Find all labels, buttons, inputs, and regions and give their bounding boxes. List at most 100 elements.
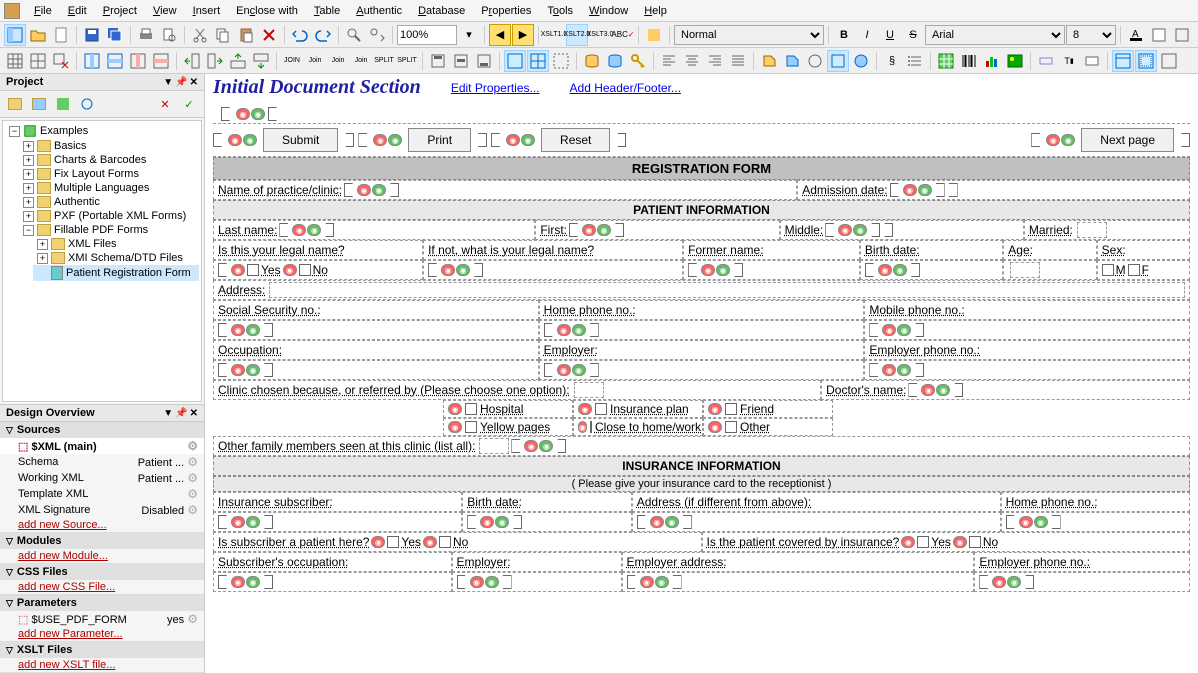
reset-button[interactable]: Reset <box>541 128 610 152</box>
tag-icon[interactable] <box>979 575 991 589</box>
eye-icon[interactable]: ◉ <box>539 440 553 452</box>
tag-icon[interactable] <box>500 575 512 589</box>
field-homeph[interactable]: Home phone no.: <box>539 300 865 320</box>
tree-folder[interactable]: +XMI Schema/DTD Files <box>33 251 199 265</box>
eye-icon[interactable]: ◉ <box>243 134 257 146</box>
eye-icon[interactable]: ◉ <box>708 421 722 433</box>
tb-symbol-icon[interactable]: § <box>881 50 903 72</box>
panel-dropdown-icon[interactable]: ▼ <box>163 408 173 419</box>
eye-icon[interactable]: ◉ <box>495 516 509 528</box>
xml-main-row[interactable]: ⬚ $XML (main) ⚙ <box>0 438 204 454</box>
eye-icon[interactable]: ◉ <box>665 516 679 528</box>
choice-friend[interactable]: ◉Friend <box>703 400 833 418</box>
tb-nav-fwd-icon[interactable]: ▶ <box>512 24 534 46</box>
tag-icon[interactable] <box>869 363 881 377</box>
field-sub-birth-val[interactable]: ◉◉ <box>462 512 631 532</box>
tb-delete-icon[interactable] <box>258 24 280 46</box>
field-former[interactable]: Former name: <box>683 240 860 260</box>
tb-join2-icon[interactable]: Join <box>304 50 326 72</box>
tb-clear-icon[interactable] <box>1171 24 1193 46</box>
tag-icon[interactable] <box>261 363 273 377</box>
eye-icon[interactable]: ◉ <box>231 324 245 336</box>
tb-cut-icon[interactable] <box>189 24 211 46</box>
tag-icon[interactable] <box>868 223 880 237</box>
field-middle[interactable]: Middle:◉◉ <box>780 220 1024 240</box>
field-sub-emp[interactable]: Employer: <box>452 552 622 572</box>
menu-insert[interactable]: Insert <box>185 3 229 19</box>
tb-view2-icon[interactable] <box>1135 50 1157 72</box>
tag-icon[interactable] <box>865 263 877 277</box>
tag-icon[interactable] <box>688 263 700 277</box>
panel-close-icon[interactable]: ✕ <box>190 408 198 419</box>
tb-paste-icon[interactable] <box>235 24 257 46</box>
menu-database[interactable]: Database <box>410 3 473 19</box>
field-ifnot-val[interactable]: ◉◉ <box>423 260 683 280</box>
tb-grid3-icon[interactable] <box>550 50 572 72</box>
tag-icon[interactable] <box>731 263 743 277</box>
tag-icon[interactable] <box>908 263 920 277</box>
eye-icon[interactable]: ◉ <box>228 134 242 146</box>
tag-icon[interactable] <box>554 439 566 453</box>
tb-join4-icon[interactable]: Join <box>350 50 372 72</box>
tag-icon[interactable] <box>825 223 837 237</box>
field-mf[interactable]: MF <box>1097 260 1190 280</box>
tb-open-icon[interactable] <box>27 24 49 46</box>
tag-close-icon[interactable] <box>342 133 354 147</box>
choice-close[interactable]: ◉Close to home/work <box>573 418 703 436</box>
field-doctor[interactable]: Doctor's name:◉◉ <box>821 380 1190 400</box>
field-sex[interactable]: Sex: <box>1097 240 1190 260</box>
eye-icon[interactable]: ◉ <box>456 264 470 276</box>
source-row[interactable]: Working XMLPatient ... ⚙ <box>0 470 204 486</box>
eye-icon[interactable]: ◉ <box>650 516 664 528</box>
field-emp[interactable]: Employer: <box>539 340 865 360</box>
field-sub-home-val[interactable]: ◉◉ <box>1001 512 1190 532</box>
menu-help[interactable]: Help <box>636 3 675 19</box>
sources-header[interactable]: Sources <box>0 422 204 438</box>
tb-tag2-icon[interactable] <box>781 50 803 72</box>
eye-icon[interactable]: ◉ <box>838 224 852 236</box>
eye-red-icon[interactable]: ◉ <box>236 108 250 120</box>
submit-button[interactable]: Submit <box>263 128 338 152</box>
menu-authentic[interactable]: Authentic <box>348 3 410 19</box>
field-legal[interactable]: Is this your legal name? <box>213 240 423 260</box>
tag-icon[interactable] <box>218 575 230 589</box>
eye-icon[interactable]: ◉ <box>448 403 462 415</box>
print-button[interactable]: Print <box>408 128 471 152</box>
eye-icon[interactable]: ◉ <box>708 403 722 415</box>
panel-dropdown-icon[interactable]: ▼ <box>163 77 173 88</box>
tree-toggle-icon[interactable]: + <box>23 183 34 194</box>
menu-view[interactable]: View <box>145 3 185 19</box>
tree-file-selected[interactable]: Patient Registration Form <box>33 265 199 281</box>
eye-icon[interactable]: ◉ <box>441 264 455 276</box>
eye-icon[interactable]: ◉ <box>901 536 915 548</box>
panel-close-icon[interactable]: ✕ <box>190 77 198 88</box>
tb-addrow-icon[interactable] <box>104 50 126 72</box>
field-homeph-val[interactable]: ◉◉ <box>539 320 865 340</box>
tree-toggle-icon[interactable]: + <box>23 141 34 152</box>
eye-icon[interactable]: ◉ <box>655 576 669 588</box>
tag-icon[interactable] <box>218 263 230 277</box>
tag-open-icon[interactable] <box>358 133 370 147</box>
tb-fg-icon[interactable]: A <box>1125 24 1147 46</box>
tb-delcol-icon[interactable] <box>127 50 149 72</box>
field-first[interactable]: First:◉◉ <box>535 220 779 240</box>
tb-join3-icon[interactable]: Join <box>327 50 349 72</box>
tb-image-icon[interactable] <box>1004 50 1026 72</box>
tag-icon[interactable] <box>1022 575 1034 589</box>
eye-icon[interactable]: ◉ <box>640 576 654 588</box>
add-module-link[interactable]: add new Module... <box>0 549 204 563</box>
tag-icon[interactable] <box>510 515 522 529</box>
eye-icon[interactable]: ◉ <box>572 324 586 336</box>
choice-yellowpages[interactable]: ◉Yellow pages <box>443 418 573 436</box>
field-mobile[interactable]: Mobile phone no.: <box>864 300 1190 320</box>
tag-icon[interactable] <box>261 323 273 337</box>
tag-icon[interactable] <box>587 363 599 377</box>
tb-italic-icon[interactable]: I <box>856 24 878 46</box>
panel-pin-icon[interactable]: 📌 <box>175 408 187 419</box>
tree-toggle-icon[interactable]: + <box>37 239 48 250</box>
gear-icon[interactable]: ⚙ <box>187 612 198 626</box>
eye-icon[interactable]: ◉ <box>716 264 730 276</box>
tag-icon[interactable] <box>1006 515 1018 529</box>
gear-icon[interactable]: ⚙ <box>187 455 198 469</box>
tb-preview-icon[interactable] <box>158 24 180 46</box>
